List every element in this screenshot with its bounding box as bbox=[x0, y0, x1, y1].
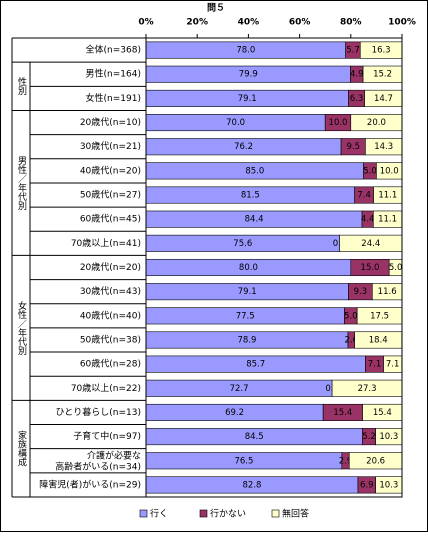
value-label: 11.1 bbox=[378, 191, 397, 201]
value-label: 85.0 bbox=[245, 166, 264, 176]
value-label: 15.4 bbox=[333, 408, 352, 418]
category-label: 60歳代(n=28) bbox=[80, 358, 141, 370]
value-label: 78.9 bbox=[238, 335, 257, 345]
value-label: 70.0 bbox=[226, 118, 245, 128]
category-label: 男性(n=164) bbox=[86, 68, 141, 80]
category-label: 20歳代(n=10) bbox=[80, 116, 141, 128]
x-tick-label: 0% bbox=[138, 18, 153, 28]
value-label: 75.6 bbox=[233, 239, 252, 249]
group-label: 男性／年代別 bbox=[16, 156, 27, 211]
category-label: 40歳代(n=20) bbox=[80, 164, 141, 176]
value-label: 15.2 bbox=[373, 70, 392, 80]
category-label: 全体(n=368) bbox=[86, 44, 141, 56]
category-label: 30歳代(n=43) bbox=[80, 285, 141, 297]
value-label: 10.3 bbox=[379, 480, 398, 490]
value-label: 7.1 bbox=[386, 360, 400, 370]
value-label: 5.0 bbox=[344, 311, 358, 321]
category-label: 50歳代(n=38) bbox=[80, 333, 141, 345]
plot-border bbox=[145, 37, 403, 498]
value-label: 14.3 bbox=[374, 142, 393, 152]
value-label: 18.4 bbox=[369, 335, 388, 345]
legend-swatch bbox=[139, 509, 148, 518]
value-label: 5.0 bbox=[389, 263, 403, 273]
value-label: 84.5 bbox=[245, 432, 264, 442]
group-label: 性別 bbox=[16, 76, 27, 96]
legend-label: 行く bbox=[150, 508, 168, 520]
category-label: 70歳以上(n=22) bbox=[71, 382, 141, 394]
value-label: 81.5 bbox=[241, 191, 260, 201]
category-label: 女性(n=191) bbox=[86, 92, 141, 104]
value-label: 72.7 bbox=[230, 384, 249, 394]
value-label: 79.1 bbox=[238, 287, 257, 297]
value-label: 10.0 bbox=[380, 166, 399, 176]
value-label: 5.2 bbox=[362, 432, 376, 442]
value-label: 5.0 bbox=[363, 166, 377, 176]
value-label: 15.0 bbox=[361, 263, 380, 273]
category-label: 子育て中(n=97) bbox=[73, 430, 141, 442]
group-label: 家族構成 bbox=[16, 430, 27, 468]
value-label: 9.5 bbox=[346, 142, 360, 152]
x-tick-label: 40% bbox=[238, 18, 260, 28]
value-label: 78.0 bbox=[236, 46, 255, 56]
value-label: 9.3 bbox=[354, 287, 368, 297]
value-label: 79.1 bbox=[238, 94, 257, 104]
value-label: 85.7 bbox=[246, 360, 265, 370]
value-label: 2.9 bbox=[339, 456, 353, 466]
value-label: 79.9 bbox=[239, 70, 258, 80]
value-label: 7.1 bbox=[368, 360, 382, 370]
legend-label: 無回答 bbox=[282, 508, 309, 520]
category-label: 介護が必要な高齢者がいる(n=34) bbox=[55, 449, 141, 472]
category-label: 50歳代(n=27) bbox=[80, 189, 141, 201]
category-label: 20歳代(n=20) bbox=[80, 261, 141, 273]
value-label: 10.3 bbox=[379, 432, 398, 442]
value-label: 14.7 bbox=[374, 94, 393, 104]
category-label: 70歳以上(n=41) bbox=[71, 237, 141, 249]
value-label: 6.3 bbox=[350, 94, 364, 104]
chart-title: 問５ bbox=[207, 3, 225, 14]
category-label: 30歳代(n=21) bbox=[80, 140, 141, 152]
legend-swatch bbox=[271, 509, 280, 518]
category-label: ひとり暮らし(n=13) bbox=[56, 406, 141, 418]
value-label: 20.6 bbox=[366, 456, 385, 466]
value-label: 77.5 bbox=[236, 311, 255, 321]
x-tick-label: 60% bbox=[289, 18, 311, 28]
value-label: 16.3 bbox=[372, 46, 391, 56]
x-tick-label: 100% bbox=[388, 18, 416, 28]
group-label: 女性／年代別 bbox=[16, 300, 27, 356]
value-label: 15.4 bbox=[373, 408, 392, 418]
legend-label: 行かない bbox=[210, 508, 246, 520]
value-label: 10.0 bbox=[329, 118, 348, 128]
value-label: 2.6 bbox=[345, 335, 359, 345]
category-label: 40歳代(n=40) bbox=[80, 309, 141, 321]
value-label: 17.5 bbox=[370, 311, 389, 321]
value-label: 11.6 bbox=[378, 287, 397, 297]
value-label: 82.8 bbox=[243, 480, 262, 490]
value-label: 20.0 bbox=[367, 118, 386, 128]
value-label: 76.5 bbox=[234, 456, 253, 466]
value-label: 4.9 bbox=[350, 70, 364, 80]
value-label: 4.4 bbox=[361, 215, 375, 225]
value-label: 76.2 bbox=[234, 142, 253, 152]
x-tick-label: 80% bbox=[340, 18, 362, 28]
value-label: 69.2 bbox=[225, 408, 244, 418]
value-label: 27.3 bbox=[358, 384, 377, 394]
value-label: 6.9 bbox=[360, 480, 374, 490]
value-label: 80.0 bbox=[239, 263, 258, 273]
category-label: 60歳代(n=45) bbox=[80, 213, 141, 225]
x-tick-label: 20% bbox=[186, 18, 208, 28]
value-label: 24.4 bbox=[361, 239, 380, 249]
value-label: 7.4 bbox=[357, 191, 371, 201]
value-label: 11.1 bbox=[378, 215, 397, 225]
category-label: 障害児(者)がいる(n=29) bbox=[39, 478, 141, 490]
value-label: 84.4 bbox=[245, 215, 264, 225]
legend-swatch bbox=[199, 509, 208, 518]
value-label: 5.7 bbox=[346, 46, 360, 56]
